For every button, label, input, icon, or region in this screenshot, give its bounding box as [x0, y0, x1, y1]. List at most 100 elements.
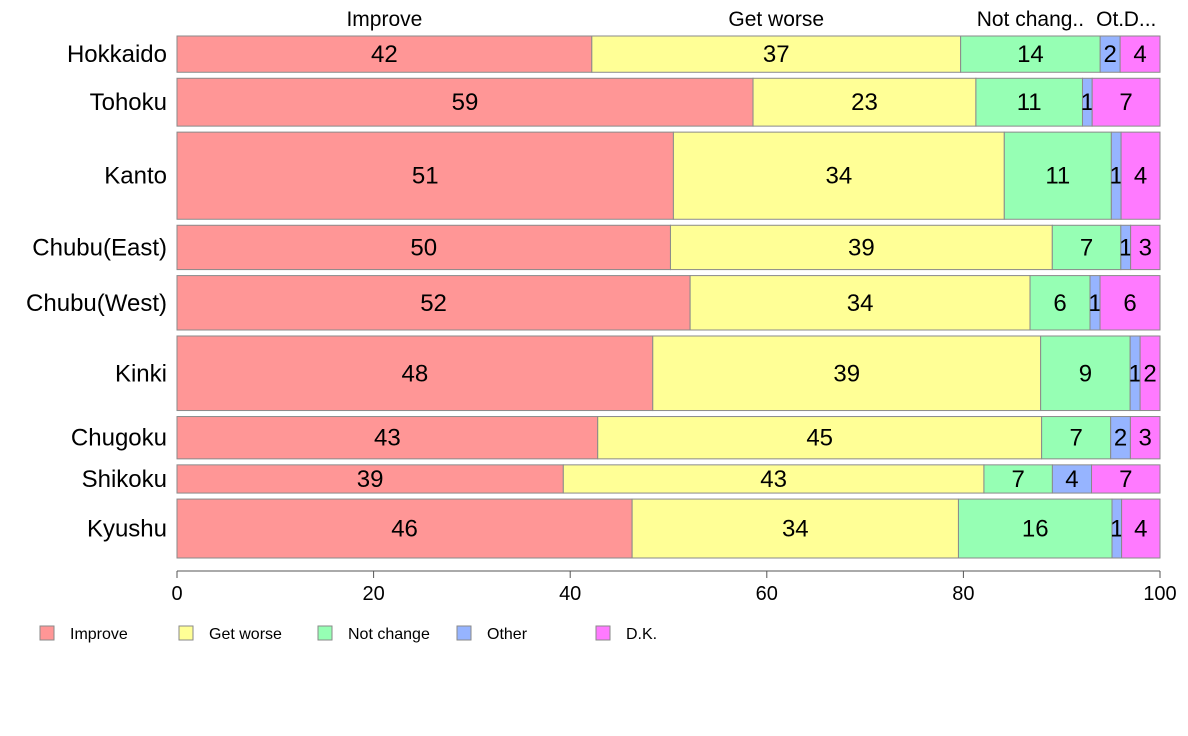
- bar-chubu-east-improve: [176, 224, 671, 271]
- data-label-kanto-d-k: 4: [1134, 163, 1147, 190]
- bar-kinki-get-worse: [652, 335, 1042, 412]
- bar-chubu-west-get-worse: [689, 275, 1031, 331]
- data-label-kinki-other: 1: [1128, 360, 1141, 387]
- bar-tohoku-d-k: [1091, 77, 1161, 127]
- legend-label-not-change: Not change: [348, 626, 430, 643]
- bar-tohoku-improve: [176, 77, 754, 127]
- bar-kanto-d-k: [1120, 131, 1161, 220]
- x-tick-label-40: 40: [559, 583, 581, 605]
- x-tick-label-100: 100: [1143, 583, 1176, 605]
- x-tick-label-80: 80: [952, 583, 974, 605]
- category-label-kyushu: Kyushu: [87, 516, 167, 543]
- bar-kinki-improve: [176, 335, 654, 412]
- top-label-not-chang: Not chang..: [977, 8, 1084, 31]
- legend-swatch-other: [456, 625, 472, 641]
- category-label-kinki: Kinki: [115, 360, 167, 387]
- data-label-hokkaido-improve: 42: [371, 41, 398, 68]
- data-label-tohoku-other: 1: [1081, 89, 1094, 116]
- data-label-hokkaido-d-k: 4: [1133, 41, 1146, 68]
- category-label-kanto: Kanto: [104, 163, 167, 190]
- category-labels: Hokkaido Tohoku Kanto Chubu(East) Chubu(West…: [26, 41, 167, 542]
- data-label-chubu-east-d-k: 3: [1139, 234, 1152, 261]
- bar-kinki-d-k: [1139, 335, 1161, 412]
- data-label-kanto-not-change: 11: [1045, 163, 1070, 190]
- data-label-kinki-d-k: 2: [1143, 360, 1156, 387]
- data-label-tohoku-improve: 59: [452, 89, 479, 116]
- bar-shikoku-not-change: [983, 464, 1053, 494]
- category-label-hokkaido: Hokkaido: [67, 41, 167, 68]
- legend-label-get-worse: Get worse: [209, 626, 282, 643]
- bar-chubu-east-not-change: [1051, 224, 1122, 271]
- data-label-shikoku-not-change: 7: [1011, 466, 1024, 493]
- data-label-chugoku-get-worse: 45: [806, 425, 833, 452]
- bar-chugoku-d-k: [1129, 416, 1161, 460]
- top-label-ot: Ot.: [1096, 8, 1124, 31]
- data-label-shikoku-d-k: 7: [1119, 466, 1132, 493]
- data-label-shikoku-improve: 39: [357, 466, 384, 493]
- category-label-tohoku: Tohoku: [90, 89, 167, 116]
- legend-swatch-improve: [39, 625, 55, 641]
- data-label-shikoku-get-worse: 43: [760, 466, 787, 493]
- data-label-chubu-west-get-worse: 34: [847, 290, 874, 317]
- bar-kanto-get-worse: [672, 131, 1005, 220]
- data-label-kyushu-other: 1: [1110, 516, 1123, 543]
- top-label-d: D...: [1124, 8, 1157, 31]
- bar-chugoku-improve: [176, 416, 599, 460]
- data-label-kyushu-get-worse: 34: [782, 516, 809, 543]
- data-label-chugoku-not-change: 7: [1069, 425, 1082, 452]
- bar-chubu-east-get-worse: [669, 224, 1053, 271]
- data-label-chubu-west-other: 1: [1088, 290, 1101, 317]
- legend-swatch-d-k: [595, 625, 611, 641]
- bar-tohoku-not-change: [975, 77, 1083, 127]
- bar-shikoku-d-k: [1091, 464, 1161, 494]
- data-label-tohoku-not-change: 11: [1017, 89, 1042, 116]
- bar-hokkaido-improve: [176, 35, 593, 73]
- bar-chubu-east-d-k: [1130, 224, 1161, 271]
- x-axis: 0 20 40 60 80 100: [171, 570, 1177, 605]
- data-label-chubu-east-improve: 50: [410, 234, 437, 261]
- top-labels: Improve Get worse Not chang.. Ot. D...: [346, 8, 1156, 31]
- bar-kyushu-d-k: [1121, 498, 1161, 559]
- data-label-chugoku-d-k: 3: [1139, 425, 1152, 452]
- data-label-kanto-get-worse: 34: [826, 163, 853, 190]
- data-label-chugoku-other: 2: [1114, 425, 1127, 452]
- data-label-tohoku-d-k: 7: [1119, 89, 1132, 116]
- data-label-chubu-east-not-change: 7: [1080, 234, 1093, 261]
- bar-chugoku-not-change: [1041, 416, 1112, 460]
- top-label-improve: Improve: [346, 8, 422, 31]
- data-label-chubu-east-other: 1: [1119, 234, 1132, 261]
- legend-label-d-k: D.K.: [626, 626, 657, 643]
- category-label-chubu-west: Chubu(West): [26, 290, 167, 317]
- legend-label-other: Other: [487, 626, 528, 643]
- bar-chugoku-get-worse: [597, 416, 1043, 460]
- bar-hokkaido-d-k: [1119, 35, 1161, 73]
- data-label-chubu-west-not-change: 6: [1053, 290, 1066, 317]
- x-tick-label-60: 60: [756, 583, 778, 605]
- data-label-kanto-improve: 51: [412, 163, 439, 190]
- data-label-kyushu-d-k: 4: [1134, 516, 1147, 543]
- bar-tohoku-get-worse: [752, 77, 977, 127]
- bar-chubu-west-improve: [176, 275, 691, 331]
- data-label-hokkaido-other: 2: [1103, 41, 1116, 68]
- bar-kinki-not-change: [1040, 335, 1131, 412]
- bar-kanto-not-change: [1003, 131, 1112, 220]
- bar-hokkaido-not-change: [960, 35, 1101, 73]
- bar-kyushu-not-change: [957, 498, 1113, 559]
- bar-chubu-west-not-change: [1029, 275, 1091, 331]
- legend-label-improve: Improve: [70, 626, 128, 643]
- data-label-chugoku-improve: 43: [374, 425, 401, 452]
- x-tick-label-0: 0: [171, 583, 182, 605]
- bars: 42 37 14 2 459 23 11 1 751 34 11 1 450 39 7 1 352 34 6 1 648…: [176, 35, 1161, 559]
- bar-kyushu-improve: [176, 498, 633, 559]
- data-label-chubu-west-improve: 52: [420, 290, 447, 317]
- data-label-chubu-west-d-k: 6: [1123, 290, 1136, 317]
- data-label-hokkaido-get-worse: 37: [763, 41, 790, 68]
- legend: Improve Get worse Not change Other D.K.: [39, 625, 657, 643]
- legend-swatch-get-worse: [178, 625, 194, 641]
- data-label-hokkaido-not-change: 14: [1017, 41, 1044, 68]
- bar-shikoku-other: [1051, 464, 1093, 494]
- category-label-shikoku: Shikoku: [82, 466, 167, 493]
- data-label-chubu-east-get-worse: 39: [848, 234, 875, 261]
- data-label-kyushu-improve: 46: [391, 516, 418, 543]
